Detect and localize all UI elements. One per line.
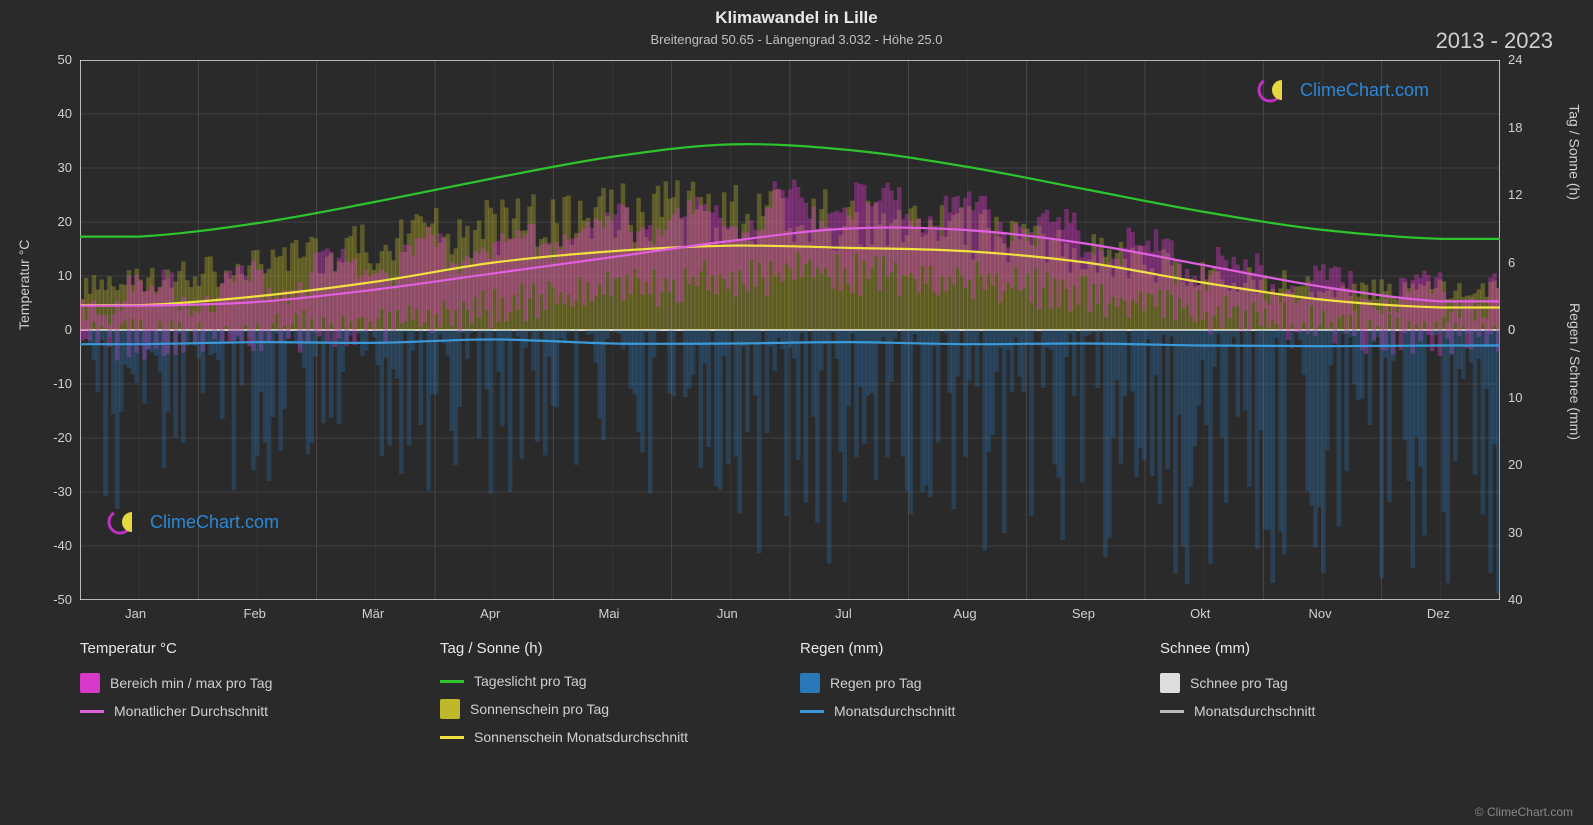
y-right-top-tick: 18 xyxy=(1508,120,1522,135)
legend-item: Monatsdurchschnitt xyxy=(800,703,1140,719)
y-right-bot-tick: 40 xyxy=(1508,592,1522,607)
legend-label: Sonnenschein pro Tag xyxy=(470,701,609,717)
legend-heading: Tag / Sonne (h) xyxy=(440,640,780,657)
year-range: 2013 - 2023 xyxy=(1436,28,1553,54)
y-left-tick: 0 xyxy=(32,322,72,337)
x-month-tick: Jul xyxy=(835,606,852,621)
x-month-tick: Aug xyxy=(954,606,977,621)
legend-column: Schnee (mm) Schnee pro Tag Monatsdurchschn… xyxy=(1160,640,1500,745)
y-left-tick: -50 xyxy=(32,592,72,607)
x-month-tick: Dez xyxy=(1427,606,1450,621)
chart-plot-area: ClimeChart.comClimeChart.com -50-40-30-2… xyxy=(80,60,1500,600)
y-axis-left-label: Temperatur °C xyxy=(16,240,32,330)
legend-heading: Schnee (mm) xyxy=(1160,640,1500,657)
x-month-tick: Okt xyxy=(1190,606,1210,621)
x-month-tick: Mai xyxy=(599,606,620,621)
x-month-tick: Jan xyxy=(125,606,146,621)
legend-label: Monatlicher Durchschnitt xyxy=(114,703,268,719)
legend-label: Sonnenschein Monatsdurchschnitt xyxy=(474,729,688,745)
y-axis-right-bottom-label: Regen / Schnee (mm) xyxy=(1567,303,1583,440)
svg-text:ClimeChart.com: ClimeChart.com xyxy=(1300,80,1429,100)
x-month-tick: Jun xyxy=(717,606,738,621)
chart-subtitle: Breitengrad 50.65 - Längengrad 3.032 - H… xyxy=(0,28,1593,47)
y-left-tick: -30 xyxy=(32,484,72,499)
y-right-bot-tick: 10 xyxy=(1508,390,1522,405)
legend-column: Temperatur °C Bereich min / max pro Tag Mo… xyxy=(80,640,420,745)
copyright: © ClimeChart.com xyxy=(1475,805,1573,819)
legend-swatch-box xyxy=(80,673,100,693)
y-left-tick: -10 xyxy=(32,376,72,391)
legend-label: Regen pro Tag xyxy=(830,675,922,691)
legend-item: Sonnenschein Monatsdurchschnitt xyxy=(440,729,780,745)
legend-label: Monatsdurchschnitt xyxy=(1194,703,1315,719)
y-right-top-tick: 12 xyxy=(1508,187,1522,202)
legend-swatch-box xyxy=(440,699,460,719)
legend-swatch-line xyxy=(1160,710,1184,713)
legend-label: Tageslicht pro Tag xyxy=(474,673,587,689)
legend-column: Regen (mm) Regen pro Tag Monatsdurchschnit… xyxy=(800,640,1140,745)
chart-svg: ClimeChart.com ClimeChart.com xyxy=(80,60,1500,600)
legend-item: Tageslicht pro Tag xyxy=(440,673,780,689)
legend-swatch-box xyxy=(1160,673,1180,693)
legend-item: Bereich min / max pro Tag xyxy=(80,673,420,693)
legend-swatch-line xyxy=(80,710,104,713)
legend-swatch-line xyxy=(440,680,464,683)
legend-item: Schnee pro Tag xyxy=(1160,673,1500,693)
y-right-top-tick: 24 xyxy=(1508,52,1522,67)
legend-heading: Regen (mm) xyxy=(800,640,1140,657)
y-axis-right-top-label: Tag / Sonne (h) xyxy=(1567,104,1583,200)
legend-swatch-box xyxy=(800,673,820,693)
chart-title: Klimawandel in Lille xyxy=(0,0,1593,28)
svg-text:ClimeChart.com: ClimeChart.com xyxy=(150,512,279,532)
legend-swatch-line xyxy=(440,736,464,739)
x-month-tick: Nov xyxy=(1309,606,1332,621)
y-left-tick: -40 xyxy=(32,538,72,553)
legend-swatch-line xyxy=(800,710,824,713)
x-month-tick: Sep xyxy=(1072,606,1095,621)
y-left-tick: 10 xyxy=(32,268,72,283)
y-left-tick: 30 xyxy=(32,160,72,175)
y-right-top-tick: 6 xyxy=(1508,255,1515,270)
legend-item: Monatsdurchschnitt xyxy=(1160,703,1500,719)
y-right-bot-tick: 20 xyxy=(1508,457,1522,472)
legend-label: Monatsdurchschnitt xyxy=(834,703,955,719)
x-month-tick: Mär xyxy=(362,606,384,621)
legend-label: Schnee pro Tag xyxy=(1190,675,1288,691)
legend-heading: Temperatur °C xyxy=(80,640,420,657)
y-right-bot-tick: 30 xyxy=(1508,525,1522,540)
y-left-tick: 20 xyxy=(32,214,72,229)
legend-item: Monatlicher Durchschnitt xyxy=(80,703,420,719)
y-right-bot-tick: 0 xyxy=(1508,322,1515,337)
legend-label: Bereich min / max pro Tag xyxy=(110,675,272,691)
legend-item: Sonnenschein pro Tag xyxy=(440,699,780,719)
y-left-tick: 40 xyxy=(32,106,72,121)
legend-column: Tag / Sonne (h) Tageslicht pro Tag Sonnens… xyxy=(440,640,780,745)
legend-item: Regen pro Tag xyxy=(800,673,1140,693)
x-month-tick: Apr xyxy=(480,606,500,621)
y-left-tick: -20 xyxy=(32,430,72,445)
legend: Temperatur °C Bereich min / max pro Tag Mo… xyxy=(80,640,1500,745)
y-left-tick: 50 xyxy=(32,52,72,67)
x-month-tick: Feb xyxy=(244,606,266,621)
